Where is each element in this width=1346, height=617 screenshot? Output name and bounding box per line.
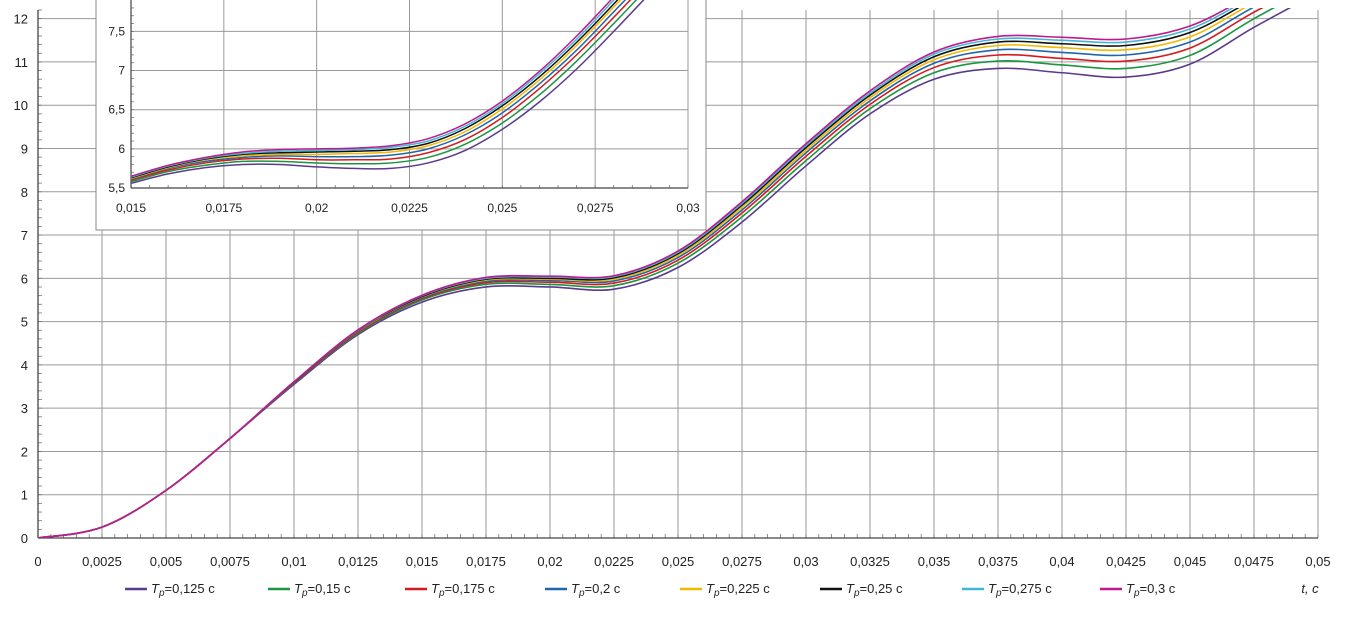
legend-label: Tp=0,225 c [706, 581, 770, 599]
inset-x-tick-label: 0,03 [676, 201, 700, 215]
x-tick-label: 0,02 [537, 554, 562, 569]
x-tick-label: 0,0025 [82, 554, 122, 569]
y-tick-label: 9 [21, 141, 28, 156]
inset-y-tick-label: 7,5 [108, 24, 125, 38]
inset-x-tick-labels: 0,015 0,0175 0,02 0,0225 0,025 0,0275 0,03 [116, 201, 700, 215]
y-tick-label: 12 [14, 12, 28, 27]
y-tick-label: 1 [21, 488, 28, 503]
x-tick-label: 0,015 [406, 554, 439, 569]
legend-label: Tp=0,275 c [988, 581, 1052, 599]
x-tick-label: 0,0175 [466, 554, 506, 569]
y-tick-label: 8 [21, 185, 28, 200]
y-tick-label: 10 [14, 98, 28, 113]
inset-series-line [131, 0, 622, 180]
inset-x-tick-label: 0,0275 [577, 201, 614, 215]
y-tick-label: 5 [21, 315, 28, 330]
inset-x-tick-label: 0,02 [305, 201, 329, 215]
legend-label: Tp=0,125 c [151, 581, 215, 599]
y-tick-label: 3 [21, 401, 28, 416]
legend: Tp=0,125 c Tp=0,15 c Tp=0,175 c Tp=0,2 c Tp=… [125, 581, 1176, 599]
y-tick-label: 0 [21, 531, 28, 546]
y-tick-label: 4 [21, 358, 28, 373]
x-tick-label: 0,0075 [210, 554, 250, 569]
x-tick-labels: 0 0,0025 0,005 0,0075 0,01 0,0125 0,015 0,0175 0… [34, 554, 1330, 569]
x-tick-label: 0,0475 [1234, 554, 1274, 569]
x-tick-label: 0,03 [793, 554, 818, 569]
y-tick-label: 11 [15, 55, 29, 70]
x-tick-label: 0 [34, 554, 41, 569]
x-tick-label: 0,0425 [1106, 554, 1146, 569]
main-series [38, 8, 1292, 538]
inset-series [131, 0, 645, 185]
legend-label: Tp=0,3 c [1126, 581, 1176, 599]
inset-series-line [131, 0, 627, 181]
y-tick-label: 6 [21, 271, 28, 286]
inset-series-line [131, 0, 645, 185]
inset-series-line [131, 0, 632, 181]
inset-y-tick-label: 6,5 [108, 103, 125, 117]
inset-x-tick-label: 0,025 [487, 201, 517, 215]
x-tick-label: 0,0375 [978, 554, 1018, 569]
x-tick-label: 0,0225 [594, 554, 634, 569]
inset-series-line [131, 0, 612, 177]
x-tick-label: 0,01 [281, 554, 306, 569]
x-axis-label: t, c [1301, 581, 1319, 596]
inset-series-line [131, 0, 615, 178]
inset-x-tick-label: 0,015 [116, 201, 146, 215]
x-tick-label: 0,045 [1174, 554, 1207, 569]
x-tick-label: 0,04 [1049, 554, 1074, 569]
inset-y-tick-labels: 5,5 6 6,5 7 7,5 [108, 24, 125, 195]
x-tick-label: 0,05 [1305, 554, 1330, 569]
inset-y-tick-label: 6 [118, 142, 125, 156]
series-line [38, 8, 1230, 538]
inset-panel [95, 0, 707, 231]
legend-label: Tp=0,15 c [294, 581, 351, 599]
inset-x-tick-label: 0,0225 [391, 201, 428, 215]
x-minor-ticks [37, 534, 1319, 538]
y-tick-label: 2 [21, 444, 28, 459]
y-minor-ticks [38, 9, 42, 539]
inset-series-line [131, 0, 638, 183]
x-tick-label: 0,025 [662, 554, 695, 569]
legend-label: Tp=0,2 c [571, 581, 621, 599]
x-tick-label: 0,0125 [338, 554, 378, 569]
inset-x-tick-label: 0,0175 [205, 201, 242, 215]
inset-y-tick-label: 7 [118, 64, 125, 78]
x-tick-label: 0,0325 [850, 554, 890, 569]
x-tick-label: 0,035 [918, 554, 951, 569]
x-tick-label: 0,005 [150, 554, 183, 569]
legend-label: Tp=0,25 c [846, 581, 903, 599]
legend-label: Tp=0,175 c [431, 581, 495, 599]
y-tick-label: 7 [21, 228, 28, 243]
inset-y-tick-label: 5,5 [108, 181, 125, 195]
x-tick-label: 0,0275 [722, 554, 762, 569]
